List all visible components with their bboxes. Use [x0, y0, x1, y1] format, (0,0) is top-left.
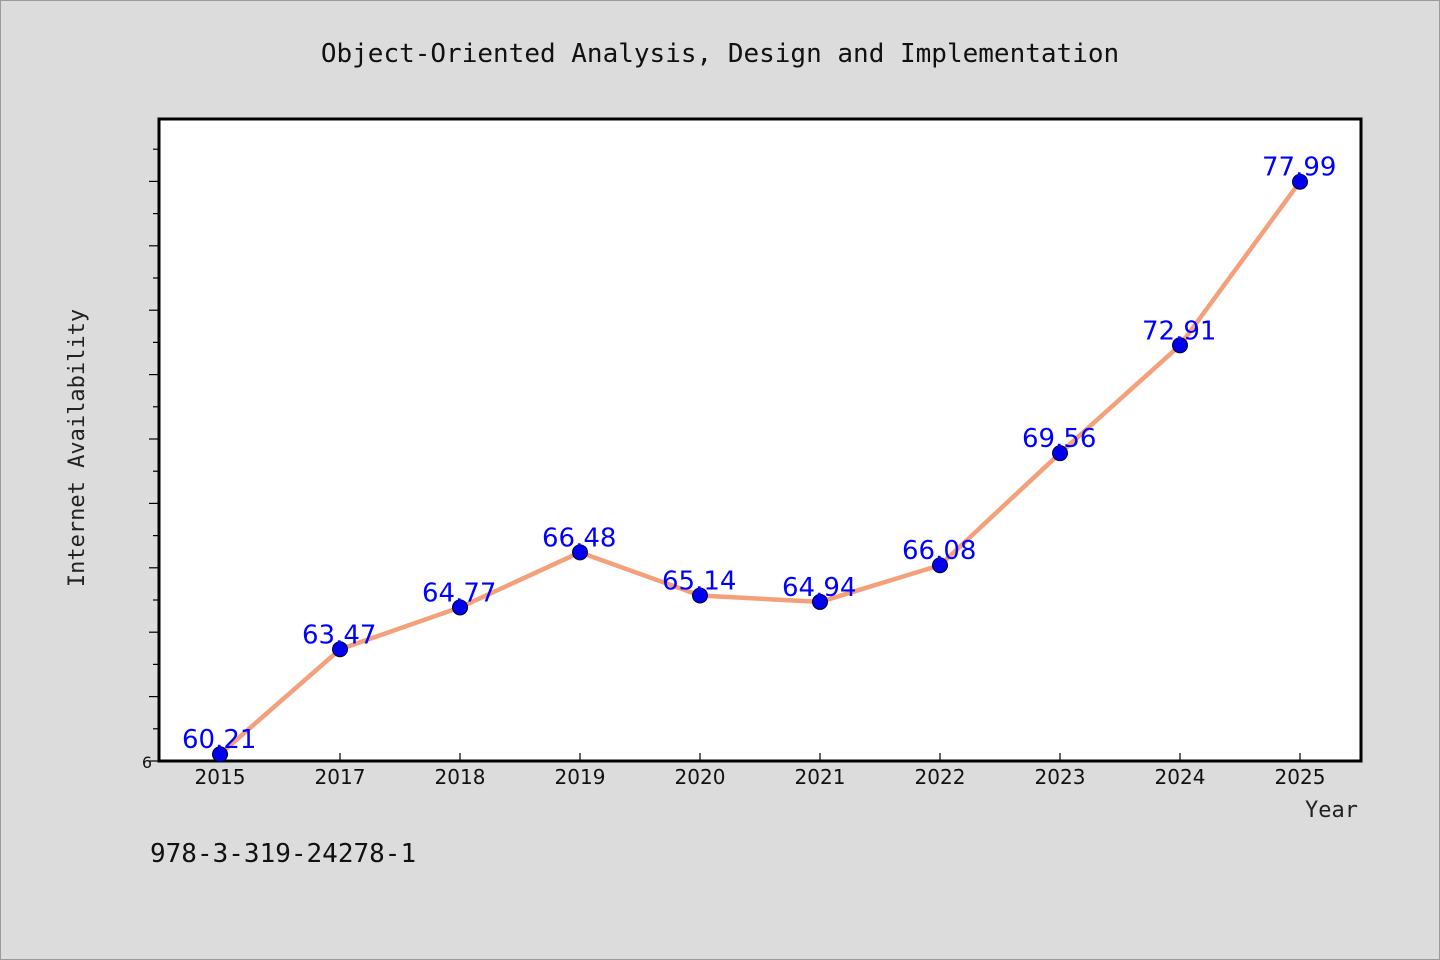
y-axis-label: Internet Availability: [65, 309, 90, 587]
data-point: [452, 599, 468, 616]
data-labels: 60.21 63.47 64.77 66.48 65.14 64.94 66.08 69.56…: [182, 153, 1336, 756]
data-point: [1292, 173, 1308, 190]
data-point: [212, 746, 228, 763]
x-tick-label: 2019: [555, 765, 606, 789]
data-point: [692, 587, 708, 604]
x-tick-label: 2023: [1035, 765, 1086, 789]
y-axis-tick-labels: 6: [142, 753, 152, 772]
data-label: 63.47: [302, 620, 376, 650]
data-point: [812, 593, 828, 610]
data-label: 69.56: [1022, 424, 1096, 454]
series-layer: [212, 173, 1308, 763]
x-tick-label: 2025: [1275, 765, 1326, 789]
data-point: [1172, 337, 1188, 354]
data-label: 64.94: [782, 573, 856, 603]
x-tick-label: 2017: [315, 765, 366, 789]
series-line: [217, 179, 1303, 757]
data-label: 77.99: [1262, 153, 1336, 183]
data-point: [932, 557, 948, 574]
chart-title: Object-Oriented Analysis, Design and Imp…: [321, 39, 1119, 69]
data-point: [572, 544, 588, 561]
plot-area: [157, 117, 1363, 763]
x-tick-label: 2022: [915, 765, 966, 789]
x-tick-label: 2015: [195, 765, 246, 789]
footer-identifier: 978-3-319-24278-1: [150, 839, 416, 869]
data-label: 64.77: [422, 578, 496, 608]
x-axis-tick-labels: 2015 2017 2018 2019 2020 2021 2022 2023 2024 2025: [195, 765, 1326, 789]
data-label: 60.21: [182, 725, 256, 755]
data-point: [1052, 445, 1068, 462]
data-label: 65.14: [662, 566, 736, 596]
x-tick-label: 2020: [675, 765, 726, 789]
data-label: 66.08: [902, 536, 976, 566]
x-tick-label: 2021: [795, 765, 846, 789]
x-tick-label: 2018: [435, 765, 486, 789]
x-axis-label: Year: [1305, 798, 1358, 823]
y-tick-label: 6: [142, 753, 152, 772]
data-label: 66.48: [542, 523, 616, 553]
data-label: 72.91: [1142, 316, 1216, 346]
y-axis-ticks: [149, 148, 159, 762]
x-tick-label: 2024: [1155, 765, 1206, 789]
data-point: [332, 641, 348, 658]
